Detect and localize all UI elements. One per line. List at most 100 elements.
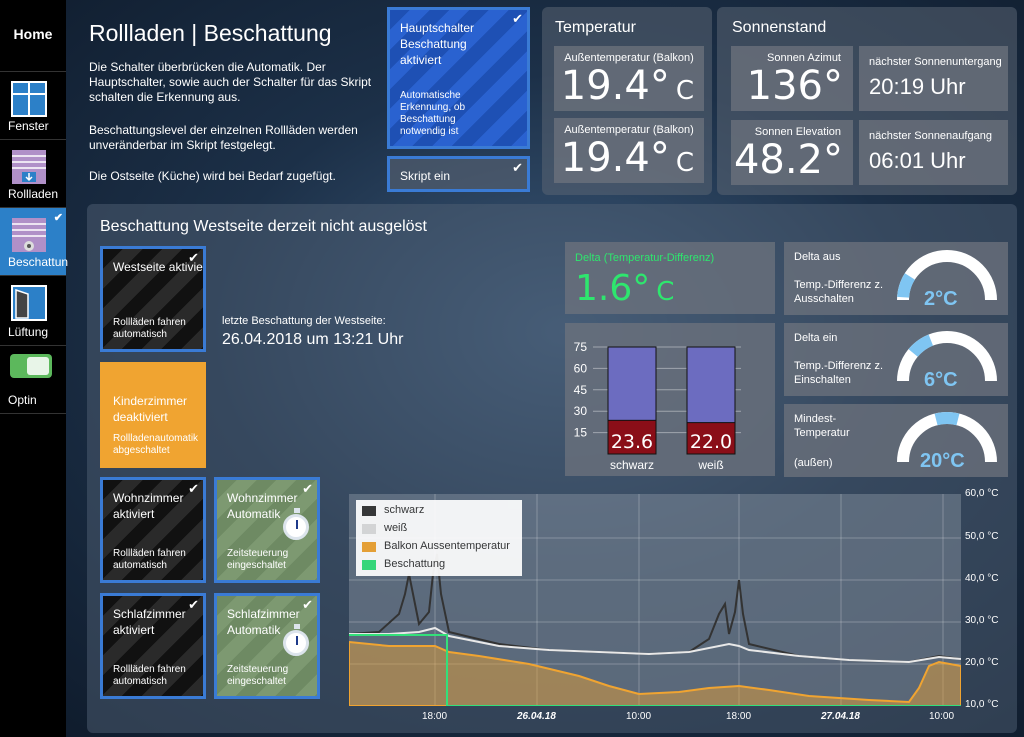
gauge-track — [897, 331, 997, 382]
switch-title: Wohnzimmer aktiviert — [113, 491, 184, 521]
tile-label: Sonnen Azimut — [767, 52, 841, 64]
gauge-subtitle: Temp.-Differenz z. Ausschalten — [794, 279, 884, 305]
wohnzimmer-switch[interactable]: ✔ Wohnzimmer aktiviert Rollläden fahren … — [100, 477, 206, 583]
y-tick-label: 60,0 °C — [965, 488, 999, 499]
tile-value: 19.4° C — [560, 63, 694, 109]
window-icon — [11, 81, 47, 117]
x-tick-label: 10:00 — [626, 711, 652, 722]
last-shading-label: letzte Beschattung der Westseite: — [222, 315, 386, 327]
delta-value: 1.6° C — [575, 268, 675, 309]
gauge-arc — [897, 250, 997, 301]
sun-azimuth-tile: Sonnen Azimut 136° — [731, 46, 853, 111]
sidebar-item-fenster[interactable]: Fenster — [0, 72, 66, 140]
switch-title: Hauptschalter Beschattung aktiviert — [400, 21, 475, 67]
check-icon: ✔ — [188, 250, 199, 265]
x-tick-label: 10:00 — [929, 711, 955, 722]
sidebar-item-label: Fenster — [8, 119, 49, 133]
ventilation-window-icon — [11, 285, 47, 321]
switch-title: Skript ein — [400, 169, 451, 183]
sidebar-item-lueftung[interactable]: Lüftung — [0, 276, 66, 346]
balkon-temperature-area — [349, 640, 961, 706]
tile-value: 20:19 Uhr — [869, 74, 966, 99]
check-icon: ✔ — [512, 11, 523, 26]
schlafzimmer-switch[interactable]: ✔ Schlafzimmer aktiviert Rollläden fahre… — [100, 593, 206, 699]
tile-label: Sonnen Elevation — [754, 126, 841, 138]
y-tick-label: 40,0 °C — [965, 573, 999, 584]
check-icon: ✔ — [188, 597, 199, 612]
sunrise-tile: nächster Sonnenaufgang 06:01 Uhr — [859, 120, 1008, 185]
sensor-bar-chart: 75 60 45 30 15 23.6 schwarz 22.0 weiß — [565, 323, 775, 476]
sidebar-item-label: Lüftung — [8, 325, 49, 339]
switch-subtitle: Rollladenautomatik abgeschaltet — [113, 433, 199, 456]
switch-subtitle: Zeitsteuerung eingeschaltet — [227, 548, 289, 571]
gauge-title: Mindest-Temperatur — [794, 413, 850, 439]
switch-title: Schlafzimmer aktiviert — [113, 607, 186, 637]
gauge-level-marker — [934, 412, 960, 426]
sidebar-item-label: Home — [13, 26, 53, 42]
gauge-value: 6°C — [924, 369, 958, 391]
y-tick-label: 50,0 °C — [965, 531, 999, 542]
panel-title: Beschattung Westseite derzeit nicht ausg… — [100, 218, 427, 235]
switch-subtitle: Rollläden fahren automatisch — [113, 548, 186, 571]
sidebar-item-label: Rollladen — [8, 187, 59, 201]
sidebar-item-beschattung[interactable]: ✔ Beschattun — [0, 208, 69, 276]
check-icon: ✔ — [302, 481, 313, 496]
gauge-level-marker — [897, 273, 916, 298]
gauge-title: Delta ein — [794, 332, 838, 344]
bar-weiß — [686, 422, 736, 455]
switch-subtitle: Rollläden fahren automatisch — [113, 664, 186, 687]
bar-schwarz — [607, 419, 657, 455]
sidebar-item-label: Beschattun — [8, 255, 69, 269]
page-title: Rollladen | Beschattung — [89, 20, 332, 46]
wohnzimmer-automatik-switch[interactable]: ✔ Wohnzimmer Automatik Zeitsteuerung ein… — [214, 477, 320, 583]
sidebar-item-rollladen[interactable]: Rollladen — [0, 140, 66, 208]
westseite-switch[interactable]: ✔ Westseite aktiviert Rollläden fahren a… — [100, 246, 206, 352]
main-shading-switch[interactable]: ✔ Hauptschalter Beschattung aktiviert Au… — [387, 7, 530, 149]
gauge-level-marker — [908, 334, 934, 357]
gauge-title: Delta aus — [794, 251, 841, 263]
toggle-icon — [10, 354, 52, 378]
last-shading-value: 26.04.2018 um 13:21 Uhr — [222, 331, 404, 348]
y-tick-label: 10,0 °C — [965, 699, 999, 710]
y-tick-label: 30,0 °C — [965, 615, 999, 626]
chart-legend: schwarz weiß Balkon Aussentemperatur Bes… — [356, 500, 522, 576]
gauge-subtitle: (außen) — [794, 457, 833, 469]
kinderzimmer-switch[interactable]: Kinderzimmer deaktiviert Rollladenautoma… — [100, 362, 206, 468]
tile-value: 136° — [746, 63, 843, 109]
tile-label: Außentemperatur (Balkon) — [564, 124, 694, 136]
bar-value-label: 23.6 — [611, 431, 653, 453]
check-icon: ✔ — [302, 597, 313, 612]
sidebar: Home Fenster Rollladen ✔ Beschattun Lüft… — [0, 0, 69, 737]
sidebar-item-optin[interactable]: Optin — [0, 346, 66, 414]
bar-chart-svg: 75 60 45 30 15 23.6 schwarz 22.0 weiß — [574, 340, 741, 472]
y-tick-label: 20,0 °C — [965, 657, 999, 668]
temperature-tile: Außentemperatur (Balkon) 19.4° C — [554, 46, 704, 111]
history-chart-svg — [349, 494, 961, 706]
switch-subtitle: Rollläden fahren automatisch — [113, 317, 186, 340]
tile-label: nächster Sonnenaufgang — [869, 130, 992, 142]
schlafzimmer-automatik-switch[interactable]: ✔ Schlafzimmer Automatik Zeitsteuerung e… — [214, 593, 320, 699]
x-tick-label: 18:00 — [726, 711, 752, 722]
shutter-icon — [12, 150, 46, 184]
panel-title: Temperatur — [555, 19, 636, 36]
y-tick-label: 30 — [574, 404, 588, 418]
x-tick-label: 27.04.18 — [821, 711, 860, 722]
temperature-tile: Außentemperatur (Balkon) 19.4° C — [554, 118, 704, 183]
beschattung-line — [349, 634, 961, 706]
script-switch[interactable]: ✔ Skript ein — [387, 156, 530, 192]
gauge-subtitle: Temp.-Differenz z. Einschalten — [794, 360, 884, 386]
tile-value: 48.2° — [733, 137, 843, 183]
stopwatch-icon — [283, 624, 309, 656]
sunset-tile: nächster Sonnenuntergang 20:19 Uhr — [859, 46, 1008, 111]
switch-title: Wohnzimmer Automatik — [227, 491, 298, 521]
bar-value-label: 22.0 — [690, 431, 732, 453]
shading-gear-icon — [12, 218, 46, 252]
header-description-1: Die Schalter überbrücken die Automatik. … — [89, 60, 372, 104]
y-tick-label: 75 — [574, 340, 588, 354]
header-description-3: Die Ostseite (Küche) wird bei Bedarf zug… — [89, 169, 336, 183]
sidebar-item-home[interactable]: Home — [0, 0, 66, 72]
y-tick-label: 15 — [574, 426, 588, 440]
tile-value: 06:01 Uhr — [869, 148, 966, 173]
switch-title: Schlafzimmer Automatik — [227, 607, 300, 637]
switch-subtitle: Zeitsteuerung eingeschaltet — [227, 664, 289, 687]
